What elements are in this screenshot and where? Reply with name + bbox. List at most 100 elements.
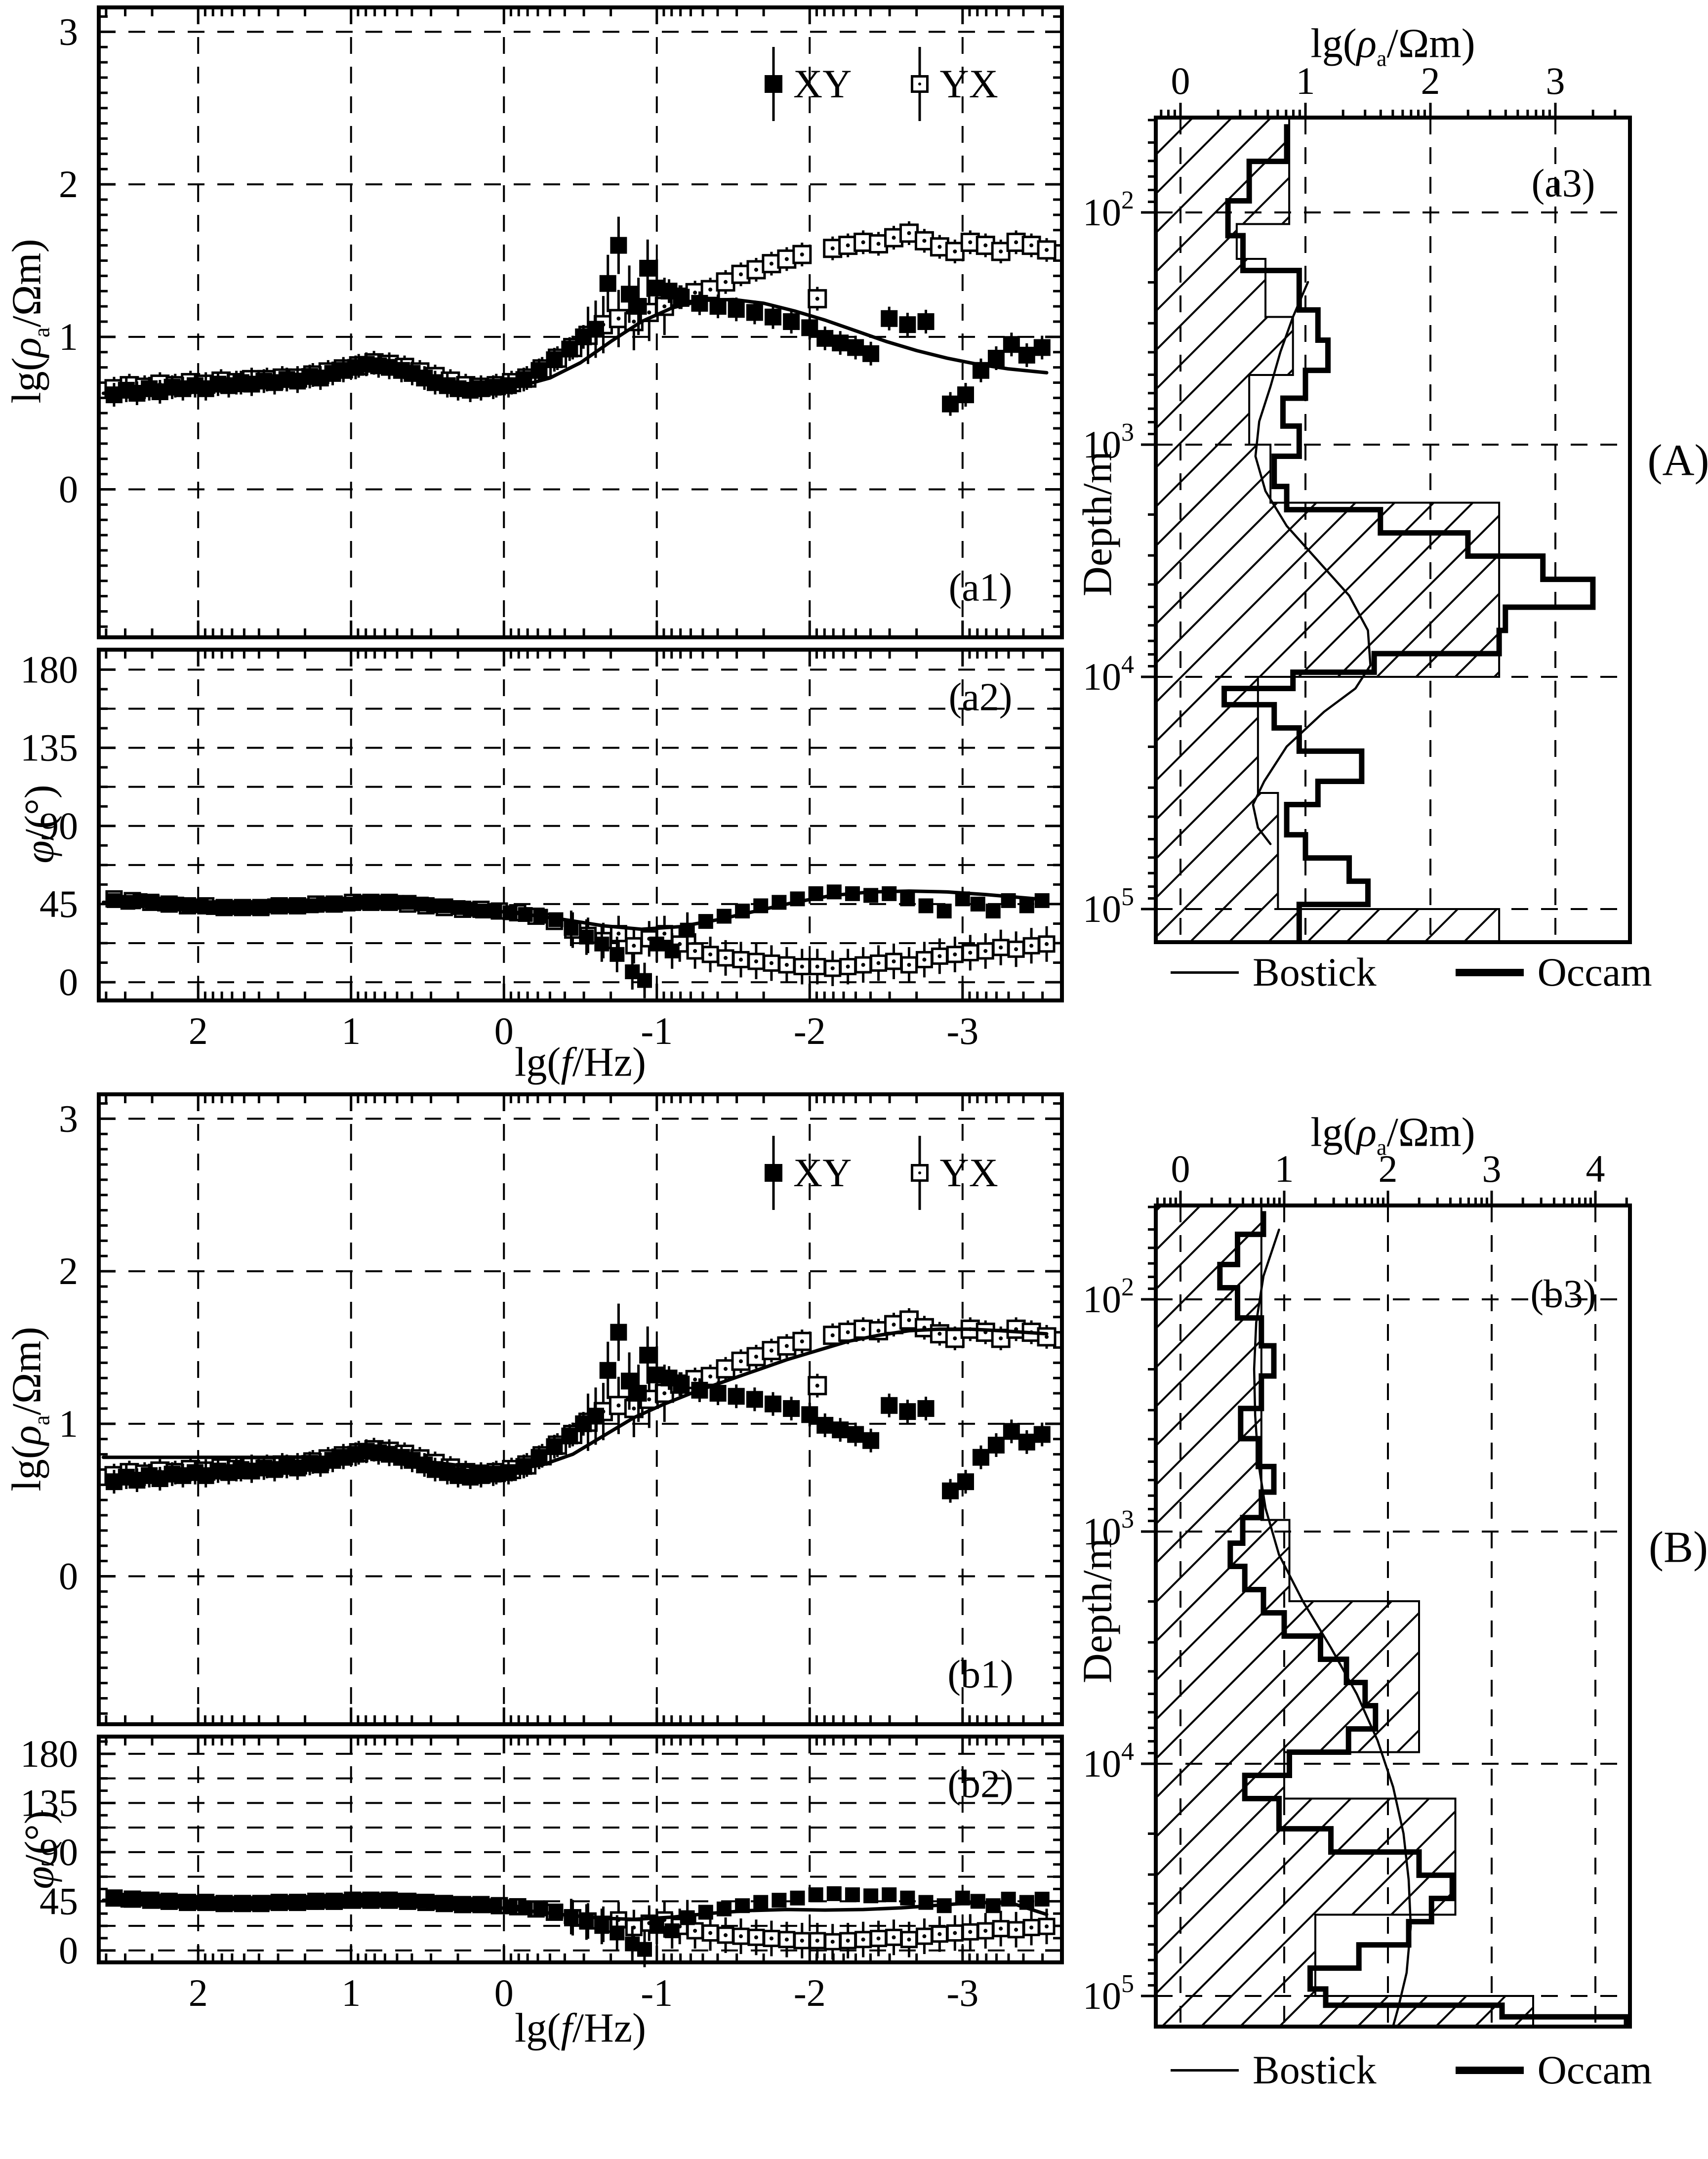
svg-text:1: 1: [341, 1971, 361, 2014]
a3-top-axis-title: lg(ρa/Ωm): [1310, 20, 1475, 72]
phi-symbol: φ: [16, 840, 63, 864]
rho-subscript: a: [1377, 1134, 1387, 1160]
occam-label: Occam: [1537, 2047, 1652, 2092]
bostick-label: Bostick: [1253, 2047, 1377, 2092]
svg-text:0: 0: [1171, 59, 1190, 102]
svg-text:0: 0: [494, 1971, 514, 2014]
panel-a3: 0 1 2 3 102 103 104 105: [1083, 59, 1632, 944]
yx-series-label: YX: [939, 1150, 998, 1195]
label-part: /Hz): [572, 2005, 646, 2051]
b3-top-axis-title: lg(ρa/Ωm): [1310, 1109, 1475, 1161]
svg-text:2: 2: [189, 1009, 208, 1052]
label-part: /Ωm): [1386, 1109, 1475, 1156]
panel-a2: 180 135 90 45 0 2 1 0 -1 -2 -3: [20, 648, 1064, 1052]
bostick-line-icon: [1171, 2069, 1239, 2072]
group-tag-B: (B): [1649, 1523, 1708, 1572]
rho-subscript: a: [1377, 45, 1387, 71]
panel-tag-b1: (b1): [947, 1653, 1014, 1697]
svg-text:1: 1: [1275, 1147, 1294, 1190]
svg-text:-2: -2: [794, 1971, 826, 2014]
label-part: lg(: [515, 2005, 561, 2051]
label-part: /Ωm): [3, 1327, 50, 1415]
svg-text:103: 103: [1083, 418, 1134, 466]
svg-text:0: 0: [59, 1555, 78, 1598]
label-part: /Ωm): [1386, 20, 1475, 67]
label-part: /(°): [16, 785, 63, 841]
label-part: lg(: [3, 1445, 50, 1492]
label-part: /Ωm): [3, 239, 50, 328]
svg-text:-1: -1: [641, 1009, 673, 1052]
svg-text:3: 3: [1482, 1147, 1502, 1190]
open-square-icon: [911, 1164, 929, 1182]
yx-marker-sample: [911, 1136, 929, 1210]
svg-text:105: 105: [1083, 1970, 1134, 2017]
svg-text:-3: -3: [946, 1009, 978, 1052]
panel-tag-a2: (a2): [948, 675, 1013, 719]
panel-tag-a1: (a1): [948, 566, 1013, 610]
svg-text:0: 0: [494, 1009, 514, 1052]
rho-subscript: a: [29, 327, 54, 337]
svg-text:2: 2: [189, 1971, 208, 2014]
svg-text:1: 1: [59, 315, 78, 358]
xy-marker-sample: [765, 47, 782, 121]
f-symbol: f: [561, 1039, 572, 1085]
svg-text:102: 102: [1083, 1273, 1134, 1321]
a-group-x-axis-title: lg(f/Hz): [515, 1038, 646, 1086]
yx-marker-sample: [911, 47, 929, 121]
b1-legend: XY YX: [765, 1134, 998, 1211]
depth-label: Depth/m: [1074, 1538, 1121, 1683]
svg-text:2: 2: [1379, 1147, 1398, 1190]
svg-text:1: 1: [341, 1009, 361, 1052]
svg-text:1: 1: [1296, 59, 1315, 102]
svg-text:0: 0: [59, 960, 78, 1003]
svg-text:102: 102: [1083, 186, 1134, 234]
svg-text:0: 0: [59, 468, 78, 511]
label-part: lg(: [3, 357, 50, 404]
svg-text:90: 90: [40, 1830, 78, 1873]
rho-symbol: ρ: [1356, 20, 1377, 67]
phi-symbol: φ: [16, 1866, 63, 1889]
panel-tag-b3: (b3): [1530, 1272, 1596, 1316]
svg-text:104: 104: [1083, 651, 1134, 698]
xy-series-label: XY: [793, 1150, 852, 1195]
open-square-icon: [911, 75, 929, 93]
svg-text:180: 180: [20, 1732, 78, 1775]
svg-text:3: 3: [59, 1097, 78, 1140]
a1-y-axis-title: lg(ρa/Ωm): [3, 239, 55, 403]
svg-text:-3: -3: [946, 1971, 978, 2014]
occam-line-icon: [1455, 2066, 1524, 2074]
svg-text:105: 105: [1083, 883, 1134, 930]
xy-series-label: XY: [793, 61, 852, 106]
panel-a1: 3 2 1 0: [59, 5, 1064, 639]
svg-text:135: 135: [20, 1781, 78, 1824]
svg-text:3: 3: [59, 10, 78, 53]
yx-series-label: YX: [939, 61, 998, 106]
rho-symbol: ρ: [3, 1425, 50, 1446]
a3-legend: Bostick Occam: [1171, 950, 1652, 995]
label-part: /(°): [16, 1810, 63, 1867]
panel-b1: 3 2 1 0: [59, 1092, 1064, 1726]
bostick-label: Bostick: [1253, 950, 1377, 995]
bostick-line-icon: [1171, 971, 1239, 974]
a2-y-axis-title: φ/(°): [16, 785, 64, 863]
svg-text:-2: -2: [794, 1009, 826, 1052]
svg-text:103: 103: [1083, 1505, 1134, 1553]
b3-legend: Bostick Occam: [1171, 2050, 1652, 2090]
label-part: lg(: [1310, 1109, 1357, 1156]
svg-text:90: 90: [40, 804, 78, 847]
rho-symbol: ρ: [1356, 1109, 1377, 1156]
group-tag-A: (A): [1647, 436, 1708, 485]
xy-marker-sample: [765, 1136, 782, 1210]
svg-text:135: 135: [20, 726, 78, 769]
label-part: lg(: [1310, 20, 1357, 67]
rho-symbol: ρ: [3, 337, 50, 358]
svg-text:0: 0: [1171, 1147, 1190, 1190]
svg-text:3: 3: [1546, 59, 1565, 102]
panel-b3: 0 1 2 3 4 102 103 104 105: [1083, 1147, 1632, 2029]
svg-text:2: 2: [59, 163, 78, 206]
svg-text:1: 1: [59, 1402, 78, 1445]
b2-y-axis-title: φ/(°): [16, 1810, 64, 1889]
occam-label: Occam: [1537, 950, 1652, 995]
